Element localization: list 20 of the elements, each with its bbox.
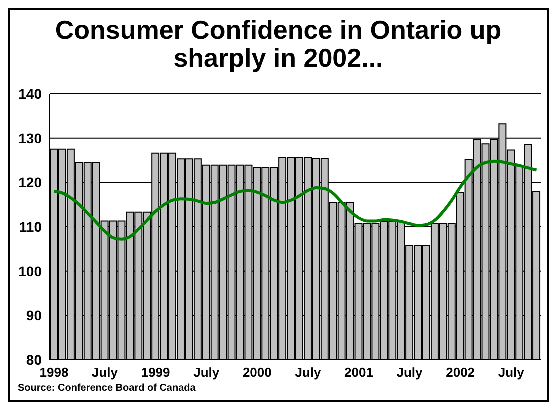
y-tick-label: 140 bbox=[18, 86, 42, 102]
x-tick-label: July bbox=[498, 365, 526, 380]
x-tick-label: July bbox=[396, 365, 424, 380]
x-tick-label: 2001 bbox=[344, 365, 374, 380]
line-series bbox=[52, 160, 538, 241]
x-tick-label: 2000 bbox=[242, 365, 272, 380]
y-tick-label: 100 bbox=[18, 263, 42, 280]
y-tick-label: 130 bbox=[18, 130, 42, 146]
y-tick-label: 120 bbox=[18, 174, 42, 191]
x-tick-label: July bbox=[92, 365, 119, 380]
y-tick-label: 90 bbox=[26, 308, 42, 324]
x-tick-label: 2002 bbox=[446, 365, 476, 380]
x-tick-label: 1999 bbox=[141, 365, 170, 380]
x-tick-label: July bbox=[295, 365, 322, 380]
y-tick-label: 80 bbox=[26, 352, 42, 368]
x-tick-label: 1998 bbox=[40, 365, 69, 380]
y-tick-label: 110 bbox=[19, 218, 42, 235]
x-tick-label: July bbox=[194, 365, 220, 380]
source-note: Source: Conference Board of Canada bbox=[18, 383, 196, 394]
chart-title: Consumer Confidence in Ontario up sharply in 2002... bbox=[54, 14, 503, 75]
